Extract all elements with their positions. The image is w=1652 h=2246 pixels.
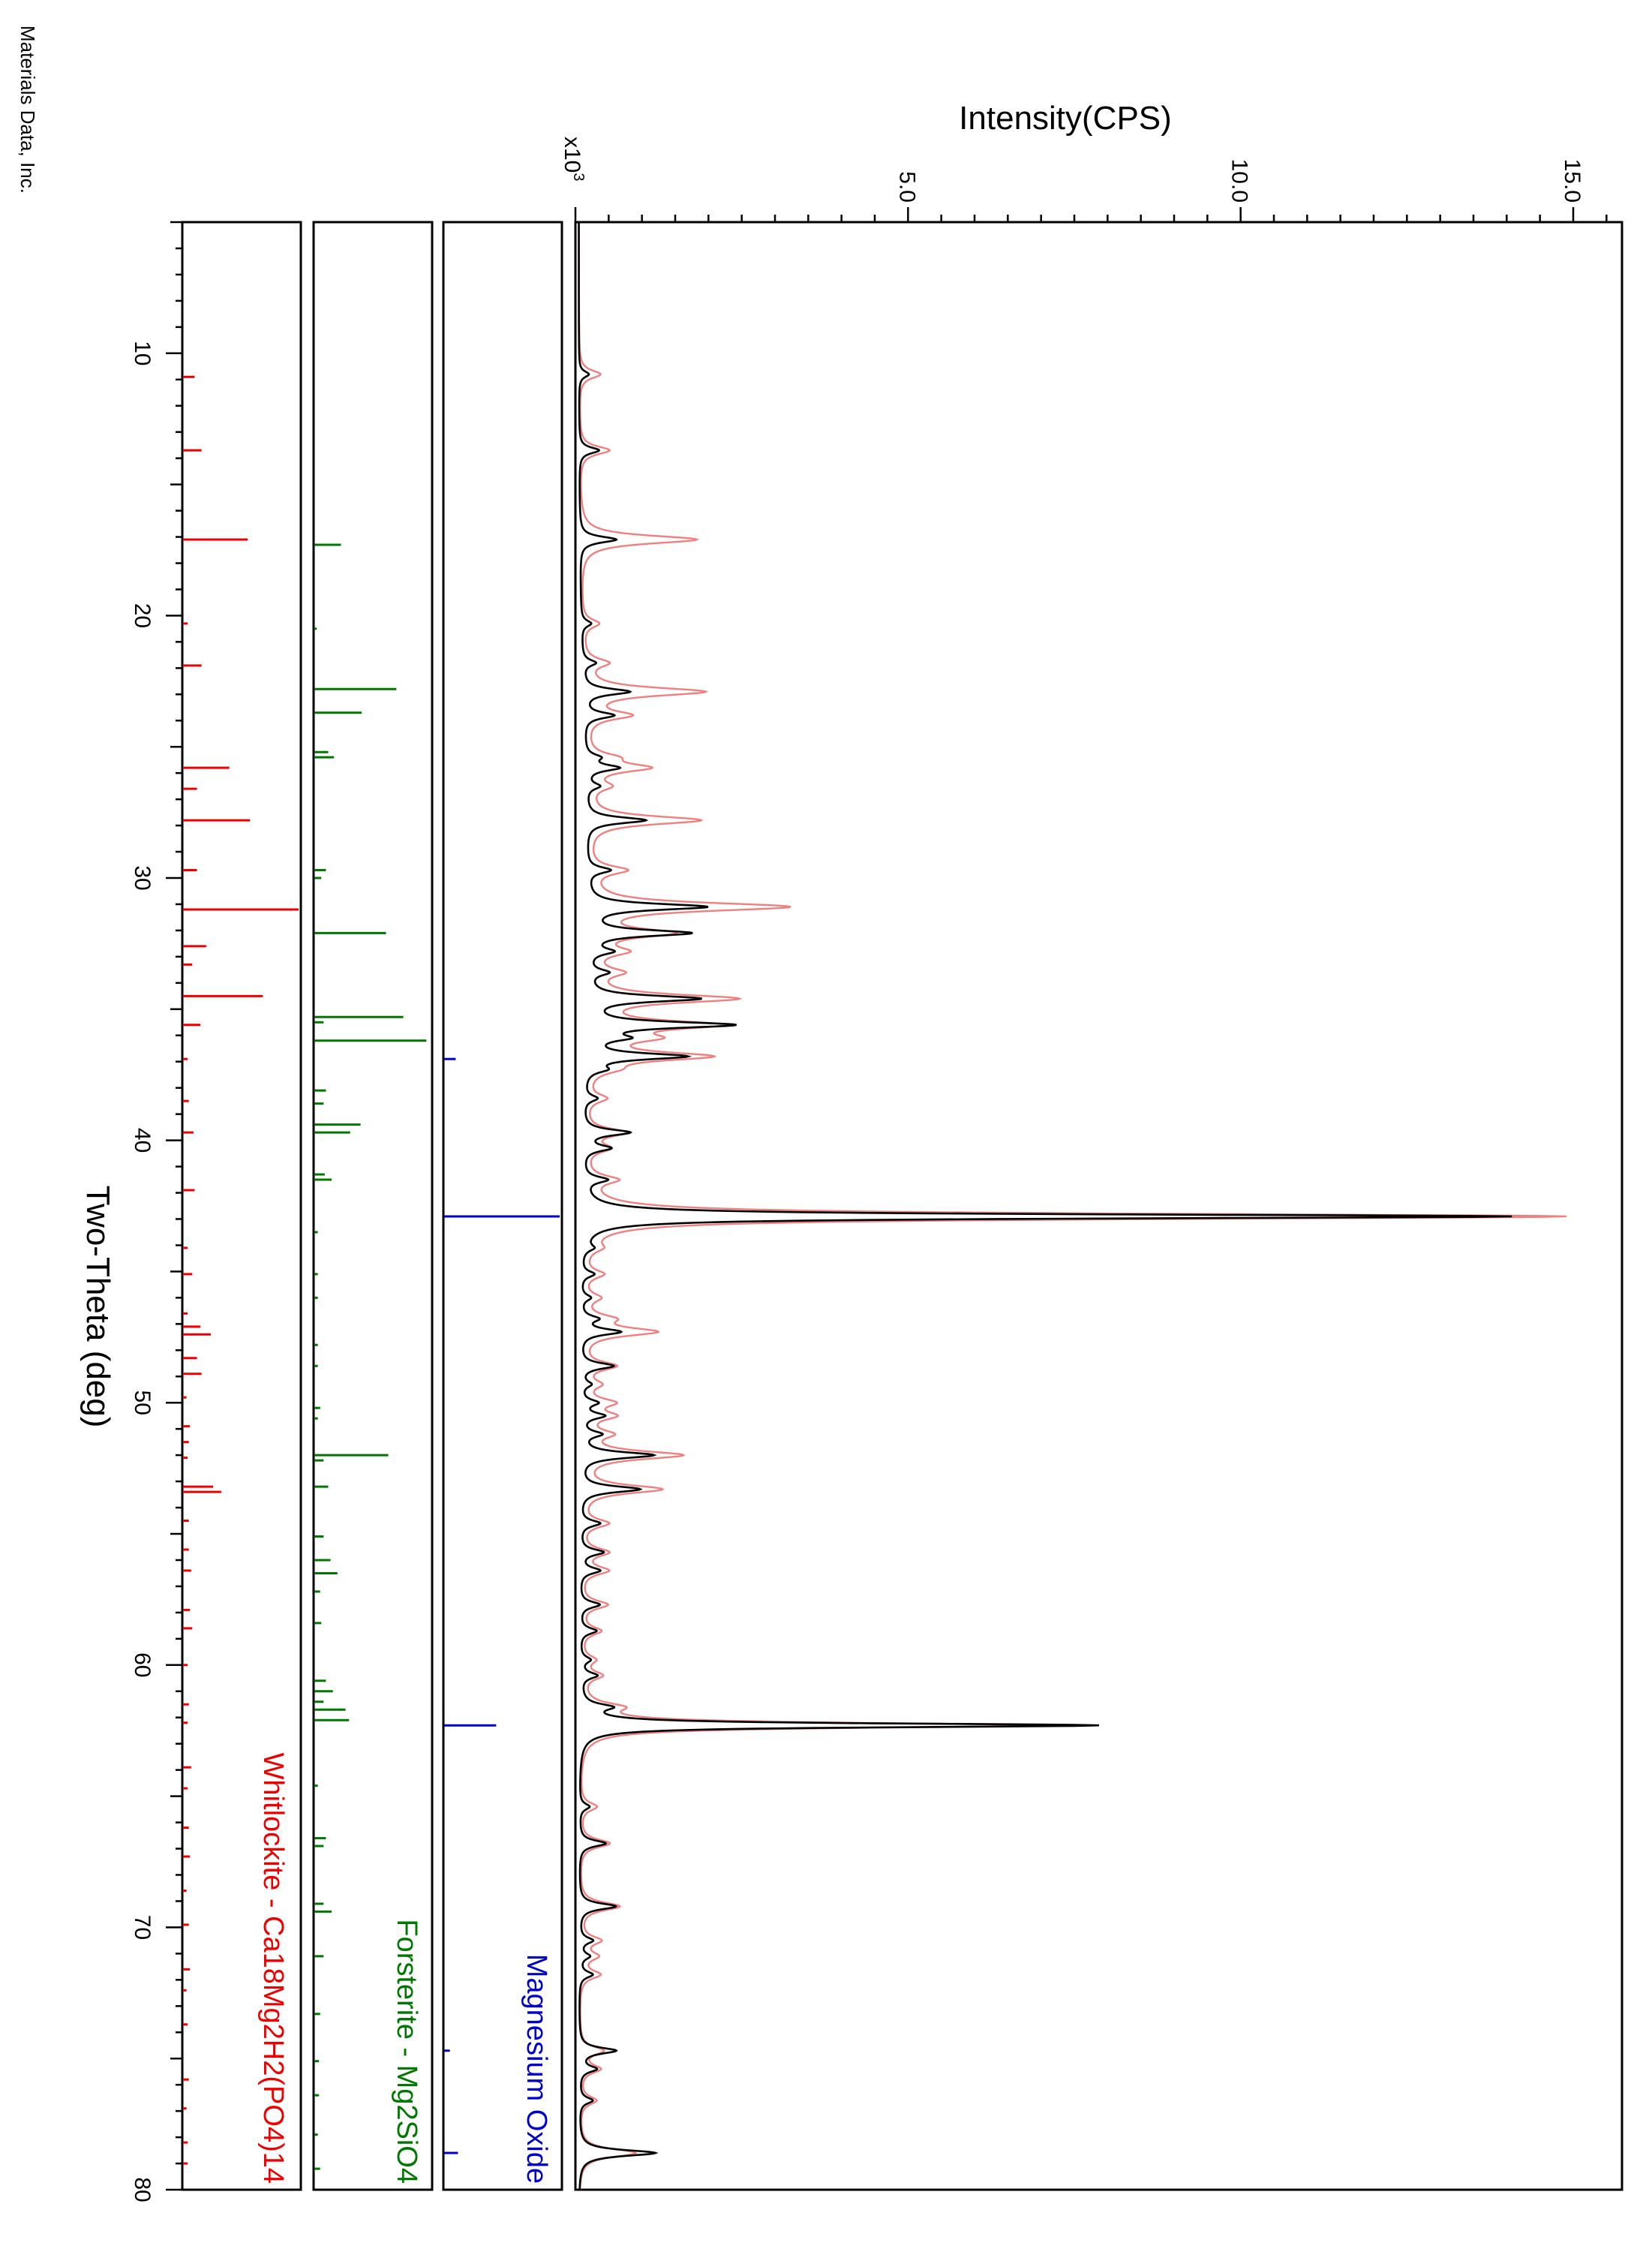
y-tick-label: 5.0: [894, 171, 919, 203]
x-tick-label: 50: [130, 1391, 155, 1415]
x-tick-label: 10: [130, 341, 155, 365]
x-tick-label: 40: [130, 1128, 155, 1153]
measured-profile-line: [578, 222, 1512, 2190]
credit-text: Materials Data, Inc.: [17, 26, 39, 194]
x-axis-title: Two-Theta (deg): [80, 1186, 116, 1428]
forsterite-panel-frame: [312, 221, 434, 2191]
whitlockite-panel-frame: [181, 221, 302, 2191]
y-tick-label: 10.0: [1227, 159, 1252, 203]
y-multiplier-exponent: 3: [570, 173, 587, 181]
y-multiplier-base: x10: [560, 137, 584, 173]
y-axis-title: Intensity(CPS): [959, 100, 1172, 137]
forsterite-label: Forsterite - Mg2SiO4: [391, 1919, 422, 2184]
intensity-panel: [574, 221, 1623, 2191]
calculated-profile-line: [578, 222, 1566, 2190]
magnesium-oxide-panel-frame: [442, 221, 563, 2191]
whitlockite-label: Whitlockite - Ca18Mg2H2(PO4)14: [257, 1753, 289, 2184]
x-tick-label: 20: [130, 603, 155, 628]
x-tick-label: 80: [130, 2177, 155, 2202]
magnesium-oxide-label: Magnesium Oxide: [521, 1954, 552, 2184]
intensity-panel-frame: [574, 221, 1623, 2191]
x-tick-label: 70: [130, 1915, 155, 1940]
svg-text:x103: x103: [560, 137, 587, 182]
whitlockite-panel: Whitlockite - Ca18Mg2H2(PO4)14: [181, 221, 302, 2191]
y-multiplier: x103: [560, 137, 587, 182]
reference-panels: Magnesium Oxide Forsterite - Mg2SiO4 Whitl…: [181, 221, 563, 2191]
y-tick-label: 15.0: [1560, 159, 1584, 203]
x-tick-label: 30: [130, 865, 155, 890]
two-theta-axis: 10 20 30 40 50 60 70 80: [130, 221, 182, 2202]
x-tick-label: 60: [130, 1652, 155, 1677]
intensity-axis: 5.0 10.0 15.0: [574, 159, 1608, 222]
forsterite-panel: Forsterite - Mg2SiO4: [312, 221, 434, 2191]
magnesium-oxide-panel: Magnesium Oxide: [442, 221, 563, 2191]
